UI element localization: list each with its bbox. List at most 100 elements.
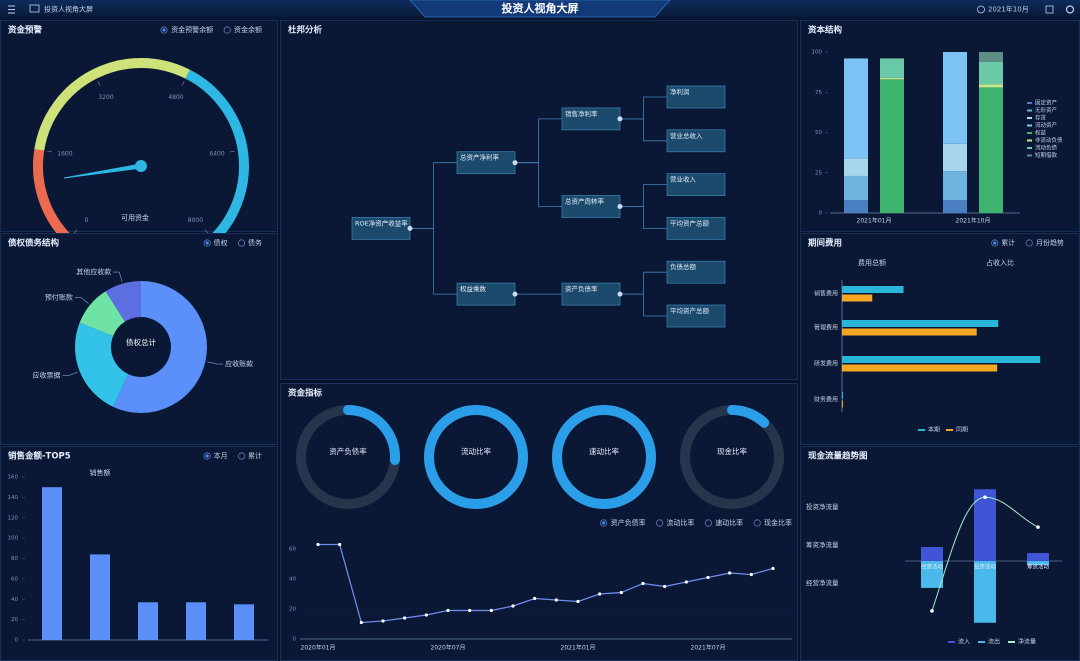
x-tick-label: 2021年10月 (956, 217, 991, 225)
bar-segment (979, 52, 1003, 62)
bar (842, 294, 873, 302)
gauge-tick-label: 4800 (168, 94, 183, 101)
node-port (407, 225, 413, 231)
radio-label: 流动比率 (666, 518, 694, 527)
legend-label: 流出 (988, 638, 1000, 646)
bar-segment (943, 143, 967, 172)
bar (974, 489, 996, 561)
y-tick-label: 0 (293, 637, 297, 643)
panel-title: 资本结构 (808, 25, 843, 36)
y-tick-label: 160 (8, 475, 19, 481)
node-label: 负债总额 (670, 262, 697, 271)
fullscreen-button[interactable] (1045, 5, 1054, 14)
node-label: 平均资产总额 (670, 306, 710, 315)
legend-label: 固定资产 (1035, 99, 1058, 107)
point (684, 580, 688, 584)
slice-label: 预付账款 (45, 292, 73, 301)
radio-button[interactable] (655, 519, 664, 527)
radio-button[interactable] (160, 26, 168, 34)
panel-title: 资金指标 (288, 388, 323, 399)
series-line (931, 496, 1039, 611)
radio-label: 资金预警余额 (171, 25, 213, 34)
bar (842, 286, 904, 293)
radio-button[interactable] (704, 519, 713, 527)
y-tick-label: 40 (289, 577, 296, 583)
y-tick-label: 75 (815, 90, 822, 96)
row-label: 投资净流量 (806, 502, 839, 511)
radio-button[interactable] (1025, 239, 1033, 247)
radio-button[interactable] (223, 26, 231, 34)
y-tick-label: 50 (815, 130, 822, 136)
date[interactable]: 2021年10月 (988, 5, 1029, 14)
y-tick-label: 60 (289, 547, 296, 553)
legend-swatch (1027, 132, 1032, 134)
radio-label: 累计 (248, 451, 262, 460)
connector (410, 227, 457, 295)
gauge-tick-label: 6400 (209, 150, 224, 157)
y-tick-label: 40 (11, 597, 18, 603)
gauge-tick (181, 81, 185, 86)
radio-button[interactable] (991, 239, 999, 247)
panel-title: 杜邦分析 (288, 25, 323, 36)
tree-node (666, 129, 726, 153)
radio-button[interactable] (753, 519, 761, 527)
bar (234, 604, 254, 640)
y-tick-label: 80 (11, 556, 18, 562)
panel-title: 债权债务结构 (8, 238, 60, 249)
legend-swatch (1027, 109, 1032, 112)
bar (186, 602, 206, 640)
radio-dot (993, 241, 997, 245)
legend-swatch (1027, 102, 1032, 104)
point (424, 613, 428, 617)
radio-dot (205, 241, 209, 245)
y-tick-label: 销售费用 (814, 290, 838, 298)
node-label: 销售净利率 (565, 109, 598, 118)
point (468, 608, 472, 613)
point (489, 608, 493, 613)
radio-button[interactable] (203, 239, 211, 247)
node-label: 平均资产总额 (670, 218, 710, 227)
bar (842, 392, 843, 399)
radio-button[interactable] (238, 239, 246, 247)
bar (42, 487, 62, 640)
legend-swatch (1027, 117, 1032, 119)
tree-node (666, 85, 726, 109)
radio-dot (205, 454, 209, 458)
gauge-tick-label: 1600 (57, 150, 72, 157)
point (381, 619, 385, 623)
bar (90, 554, 110, 640)
gauge-tick (229, 150, 235, 153)
x-tick-label: 筹资活动 (1027, 563, 1050, 571)
node-port (617, 204, 623, 209)
y-tick-label: 研发费用 (814, 360, 838, 368)
leader-line (62, 371, 78, 377)
tree-node (666, 304, 726, 328)
bar (842, 364, 998, 372)
bar (842, 320, 999, 327)
connector (620, 293, 667, 317)
legend-label: 无形资产 (1035, 106, 1058, 114)
radio-button[interactable] (238, 452, 246, 460)
tree-node (666, 260, 726, 284)
point (598, 592, 602, 596)
radio-button[interactable] (599, 519, 608, 527)
menu-icon[interactable] (8, 5, 15, 14)
donut-slice (105, 281, 141, 322)
radio-button[interactable] (203, 452, 211, 460)
radio-dot (602, 521, 606, 525)
panel (800, 233, 1080, 445)
point (706, 575, 710, 580)
node-port (617, 291, 623, 297)
legend-label: 流入 (958, 638, 970, 646)
legend-label: 短期借款 (1035, 151, 1058, 159)
legend-label: 同期 (956, 426, 968, 434)
app-name: 投资人视角大屏 (44, 5, 93, 14)
page-title: 投资人视角大屏 (502, 1, 579, 15)
y-tick-label: 管理费用 (814, 324, 838, 332)
x-tick-label: 2020年01月 (301, 644, 336, 652)
row-label: 筹资净流量 (806, 540, 839, 549)
settings-button[interactable] (1065, 5, 1075, 14)
summary-label: 占收入比 (986, 258, 1014, 267)
node-port (512, 160, 518, 166)
legend-label: 流动资产 (1035, 121, 1058, 129)
